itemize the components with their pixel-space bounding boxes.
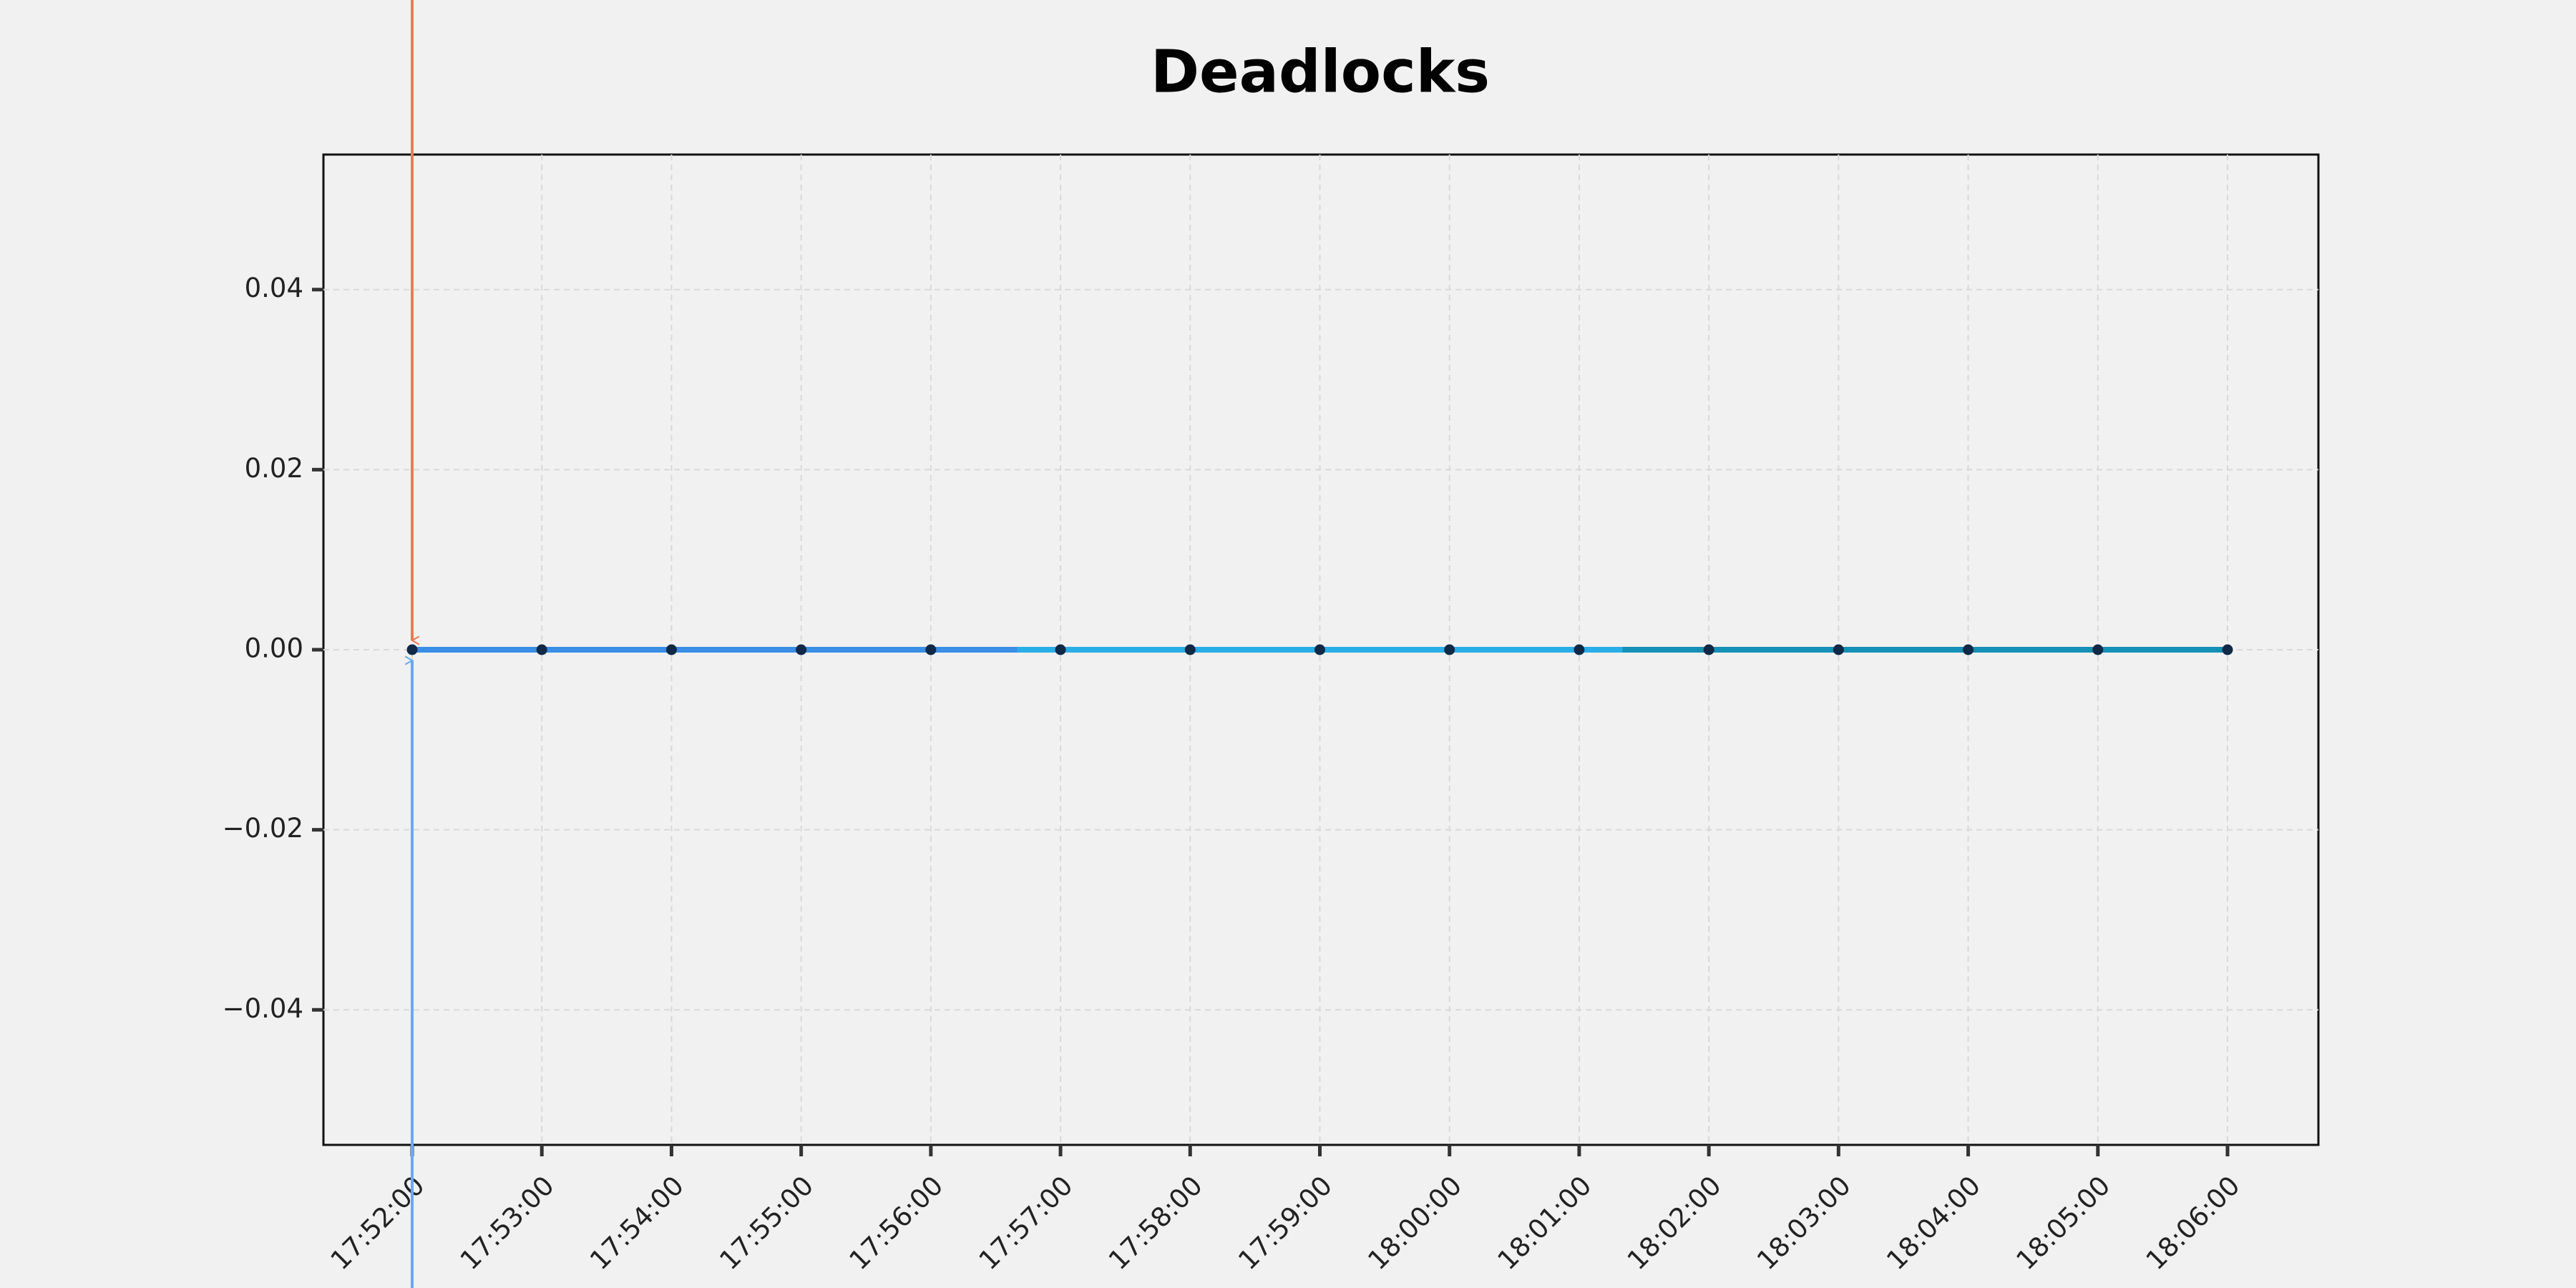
point [796,644,807,655]
point [665,644,677,655]
y-tick-label: 0.02 [245,453,303,484]
x-tick-label: 18:01:00 [1492,1170,1598,1276]
point [1963,644,1974,655]
x-tick-label: 17:53:00 [454,1170,560,1276]
point [1314,644,1325,655]
y-tick-label: 0.00 [245,633,303,664]
point [406,644,418,655]
y-tick-label: 0.04 [245,273,303,303]
x-tick-label: 17:56:00 [844,1170,950,1276]
point [1574,644,1585,655]
point [2222,644,2233,655]
x-tick-label: 18:03:00 [1751,1170,1857,1276]
y-tick-label: −0.02 [223,813,303,844]
x-tick-label: 18:02:00 [1621,1170,1727,1276]
point [2092,644,2104,655]
x-tick-label: 18:05:00 [2010,1170,2116,1276]
x-tick-label: 17:58:00 [1103,1170,1209,1276]
point [1833,644,1844,655]
x-tick-label: 18:06:00 [2140,1170,2246,1276]
x-tick-label: 17:57:00 [973,1170,1079,1276]
point [1055,644,1066,655]
point [536,644,547,655]
point [1444,644,1455,655]
x-tick-label: 17:54:00 [584,1170,690,1276]
x-tick-label: 18:00:00 [1362,1170,1468,1276]
point [1184,644,1196,655]
point [1703,644,1714,655]
y-tick-label: −0.04 [223,993,303,1024]
point [925,644,937,655]
x-tick-label: 17:55:00 [713,1170,819,1276]
x-tick-label: 17:59:00 [1232,1170,1338,1276]
x-tick-label: 18:04:00 [1880,1170,1986,1276]
x-tick-label: 17:52:00 [325,1170,431,1276]
chart-title: Deadlocks [1151,38,1490,106]
